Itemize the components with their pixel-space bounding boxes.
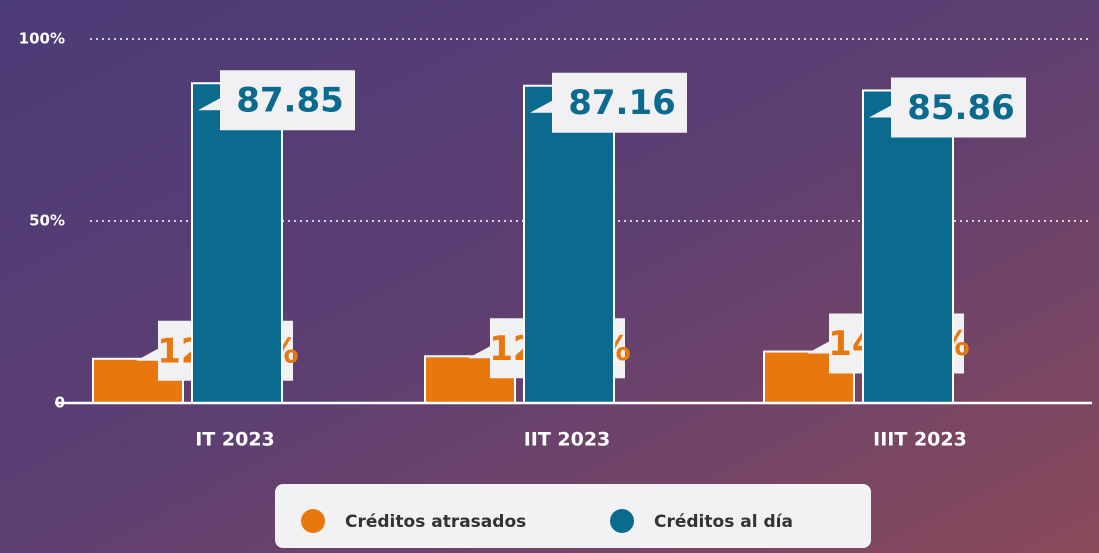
x-tick-label: IIT 2023 [524,429,611,451]
label-box [869,77,1026,138]
legend-swatch [610,509,634,533]
y-tick-label: 100% [19,30,65,48]
legend-swatch [301,509,325,533]
bar [523,84,615,404]
legend-label: Créditos al día [654,512,793,532]
value-label: 87.16 [568,83,676,123]
y-tick-label: 50% [29,212,65,230]
label-box [530,72,687,133]
bar [862,89,954,404]
x-tick-label: IT 2023 [195,429,275,451]
value-label: 85.86 [907,88,1015,128]
x-tick-label: IIIT 2023 [873,429,967,451]
legend [275,484,871,548]
value-label: 87.85 [236,81,344,121]
legend-label: Créditos atrasados [345,512,526,532]
label-box [198,70,355,131]
bar [191,82,283,404]
